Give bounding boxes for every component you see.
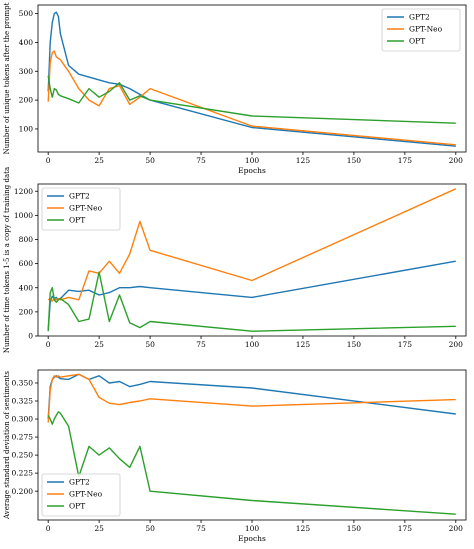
- x-tick-label: 150: [347, 524, 362, 533]
- y-tick-label: 400: [19, 283, 34, 292]
- x-tick-label: 25: [94, 340, 104, 349]
- y-tick-label: 300: [19, 67, 34, 76]
- legend-label-gpt2: GPT2: [69, 478, 90, 487]
- y-tick-label: 200: [19, 96, 34, 105]
- x-tick-label: 0: [46, 524, 51, 533]
- x-tick-label: 100: [245, 340, 260, 349]
- x-tick-label: 200: [449, 156, 464, 165]
- y-tick-label: 800: [19, 235, 34, 244]
- legend-label-opt: OPT: [69, 502, 85, 511]
- y-tick-label: 0.250: [12, 451, 34, 460]
- x-tick-label: 125: [296, 340, 311, 349]
- x-tick-label: 150: [347, 340, 362, 349]
- x-tick-label: 25: [94, 524, 104, 533]
- x-tick-label: 75: [196, 524, 206, 533]
- legend-label-gpt-neo: GPT-Neo: [409, 25, 443, 34]
- y-tick-label: 100: [19, 125, 34, 134]
- x-tick-label: 200: [449, 524, 464, 533]
- y-tick-label: 1000: [14, 211, 33, 220]
- x-tick-label: 125: [296, 156, 311, 165]
- legend-label-gpt2: GPT2: [69, 192, 90, 201]
- x-tick-label: 25: [94, 156, 104, 165]
- legend-label-opt: OPT: [69, 216, 85, 225]
- y-tick-label: 0.225: [12, 469, 34, 478]
- series-line-opt: [47, 411, 456, 515]
- x-tick-label: 125: [296, 524, 311, 533]
- series-line-gpt-neo: [47, 373, 456, 423]
- x-axis-label: Epochs: [238, 534, 266, 543]
- x-tick-label: 150: [347, 156, 362, 165]
- y-tick-label: 600: [19, 259, 34, 268]
- x-tick-label: 100: [245, 156, 260, 165]
- legend: GPT2 GPT-Neo OPT: [41, 187, 121, 231]
- x-axis-label: Epochs: [238, 166, 266, 175]
- y-axis-label: Number of time tokens 1-5 is a copy of t…: [3, 167, 11, 353]
- series-line-gpt-neo: [47, 50, 456, 146]
- y-axis-label: Average standard deviation of sentiments: [3, 371, 11, 520]
- x-tick-label: 50: [145, 156, 155, 165]
- legend-label-gpt-neo: GPT-Neo: [69, 490, 103, 499]
- x-tick-label: 200: [449, 340, 464, 349]
- series-line-opt: [47, 271, 456, 332]
- x-tick-label: 175: [398, 340, 413, 349]
- chart-panel-3: 0 25 50 75 100 125 150 175 200 0.200 0.225 0.250 0.2…: [3, 369, 467, 543]
- chart-panel-2: 0 25 50 75 100 125 150 175 200 0 200 400 600 800 1000 1…: [3, 167, 467, 353]
- x-tick-label: 175: [398, 524, 413, 533]
- x-tick-label: 50: [145, 340, 155, 349]
- y-tick-label: 1200: [14, 187, 33, 196]
- x-tick-label: 0: [46, 340, 51, 349]
- legend-label-opt: OPT: [409, 37, 425, 46]
- x-tick-label: 50: [145, 524, 155, 533]
- legend-label-gpt2: GPT2: [409, 13, 430, 22]
- y-tick-label: 0.200: [12, 487, 34, 496]
- y-tick-label: 0.275: [12, 433, 34, 442]
- x-tick-label: 175: [398, 156, 413, 165]
- series-line-opt: [47, 75, 456, 124]
- legend: GPT2 GPT-Neo OPT: [381, 8, 461, 52]
- x-tick-label: 75: [196, 340, 206, 349]
- x-tick-label: 75: [196, 156, 206, 165]
- y-tick-label: 200: [19, 307, 34, 316]
- y-tick-label: 0.325: [12, 397, 34, 406]
- y-tick-label: 400: [19, 38, 34, 47]
- legend: GPT2 GPT-Neo OPT: [41, 473, 121, 517]
- y-tick-label: 0.300: [12, 415, 34, 424]
- y-tick-label: 500: [19, 9, 34, 18]
- y-axis-label: Number of unique tokens after the prompt: [3, 2, 11, 154]
- chart-panel-1: 0 25 50 75 100 125 150 175 200 100 200 300 400 500 Epo…: [3, 2, 467, 175]
- series-line-gpt2: [47, 373, 456, 420]
- x-tick-label: 0: [46, 156, 51, 165]
- y-tick-label: 0: [28, 332, 33, 341]
- x-tick-label: 100: [245, 524, 260, 533]
- legend-label-gpt-neo: GPT-Neo: [69, 204, 103, 213]
- y-tick-label: 0.350: [12, 379, 34, 388]
